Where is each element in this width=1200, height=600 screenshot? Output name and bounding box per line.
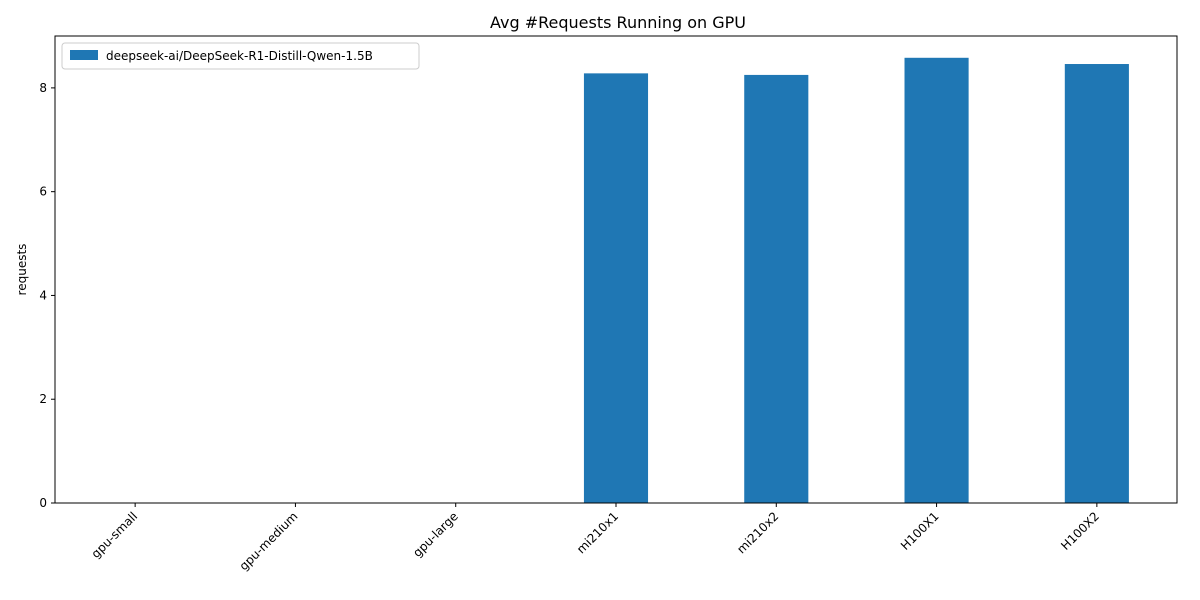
y-tick-label: 8: [39, 81, 47, 95]
x-axis-ticks: gpu-small gpu-medium gpu-large mi210x1 mi210…: [89, 503, 1102, 573]
x-tick-label: gpu-medium: [237, 509, 301, 573]
legend-swatch: [70, 50, 98, 60]
x-tick-label: H100X1: [898, 509, 942, 553]
x-tick-label: gpu-large: [410, 509, 461, 560]
y-tick-label: 2: [39, 392, 47, 406]
y-tick-label: 6: [39, 185, 47, 199]
x-tick-label: H100X2: [1058, 509, 1102, 553]
bars-layer: [583, 57, 1129, 504]
y-axis-label: requests: [15, 244, 29, 296]
chart-title: Avg #Requests Running on GPU: [490, 13, 746, 32]
plot-frame: [54, 35, 1178, 504]
bar-H100X1: [904, 57, 969, 503]
x-tick-label: mi210x2: [734, 509, 781, 556]
legend-box: [61, 42, 420, 70]
bar-mi210x2: [744, 74, 809, 504]
bar-mi210x1: [583, 73, 649, 504]
y-tick-label: 4: [39, 288, 47, 302]
x-tick-label: mi210x1: [574, 509, 621, 556]
y-axis-ticks: 0 2 4 6 8: [39, 81, 55, 510]
legend-label: deepseek-ai/DeepSeek-R1-Distill-Qwen-1.5…: [106, 49, 373, 63]
bar-H100X2: [1064, 64, 1129, 504]
legend: deepseek-ai/DeepSeek-R1-Distill-Qwen-1.5…: [61, 42, 420, 70]
x-tick-label: gpu-small: [89, 509, 141, 561]
y-tick-label: 0: [39, 496, 47, 510]
